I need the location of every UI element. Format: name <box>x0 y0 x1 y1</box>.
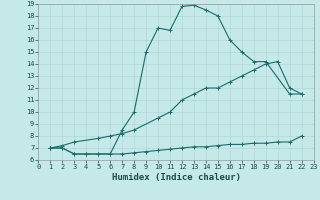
X-axis label: Humidex (Indice chaleur): Humidex (Indice chaleur) <box>111 173 241 182</box>
